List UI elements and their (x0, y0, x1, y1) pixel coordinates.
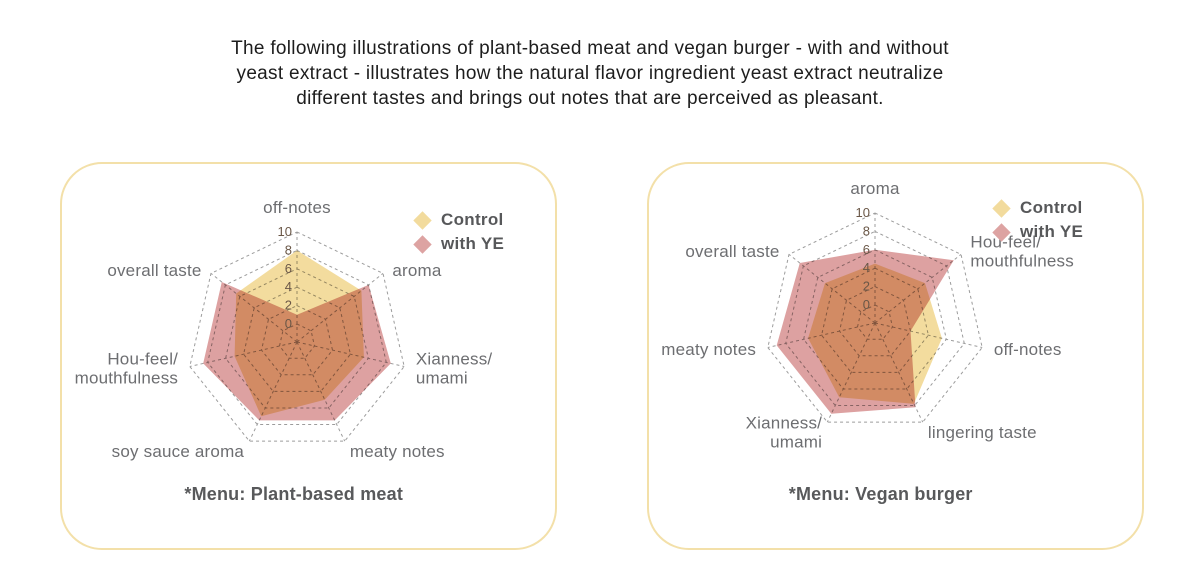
svg-text:0: 0 (863, 297, 870, 312)
radar-chart-plant-based-meat: 0 2 4 6 8 10 off-notes aroma Xianness/umami meaty… (75, 198, 493, 461)
svg-text:meaty notes: meaty notes (350, 442, 445, 461)
svg-text:0: 0 (285, 316, 292, 331)
control-diamond-icon (992, 198, 1011, 218)
svg-text:8: 8 (285, 242, 292, 257)
chart-title-vegan-burger: *Menu: Vegan burger (788, 484, 973, 504)
chart-title-plant-based-meat: *Menu: Plant-based meat (184, 484, 404, 504)
svg-text:overall taste: overall taste (685, 242, 779, 261)
svg-text:meaty notes: meaty notes (661, 340, 756, 359)
svg-text:umami: umami (416, 369, 468, 388)
legend-item-with-ye: with YE (991, 220, 1083, 244)
svg-text:2: 2 (285, 298, 292, 313)
svg-text:lingering taste: lingering taste (928, 423, 1037, 442)
svg-text:10: 10 (278, 224, 292, 239)
control-diamond-icon (413, 210, 432, 230)
legend-item-control: Control (412, 208, 504, 232)
svg-text:aroma: aroma (392, 261, 442, 280)
svg-text:overall taste: overall taste (107, 261, 201, 280)
svg-text:2: 2 (863, 279, 870, 294)
legend-label-control: Control (441, 210, 504, 229)
legend-label-with-ye: with YE (441, 234, 505, 253)
header-line-2: yeast extract - illustrates how the natu… (236, 63, 944, 84)
legend-item-with-ye: with YE (412, 232, 504, 256)
svg-text:off-notes: off-notes (994, 340, 1062, 359)
radar-chart-vegan-burger: 0 2 4 6 8 10 aroma Hou-feel/mouthfulness off-not… (661, 179, 1074, 451)
with-ye-diamond-icon (992, 222, 1011, 242)
svg-text:8: 8 (863, 223, 870, 238)
header-line-1: The following illustrations of plant-bas… (231, 38, 949, 59)
with-ye-diamond-icon (413, 234, 432, 254)
svg-text:10: 10 (856, 205, 870, 220)
legend-label-with-ye: with YE (1020, 222, 1084, 241)
svg-text:Hou-feel/: Hou-feel/ (107, 350, 178, 369)
svg-text:Xianness/: Xianness/ (746, 413, 823, 432)
svg-text:aroma: aroma (850, 179, 900, 198)
svg-text:Xianness/: Xianness/ (416, 350, 493, 369)
svg-text:6: 6 (285, 261, 292, 276)
legend: Control with YE (991, 196, 1083, 244)
svg-text:4: 4 (863, 260, 870, 275)
svg-text:soy sauce aroma: soy sauce aroma (112, 442, 245, 461)
svg-text:mouthfulness: mouthfulness (970, 251, 1074, 270)
panel-plant-based-meat: 0 2 4 6 8 10 off-notes aroma Xianness/umami meaty… (60, 162, 557, 550)
svg-text:6: 6 (863, 242, 870, 257)
legend: Control with YE (412, 208, 504, 256)
svg-text:umami: umami (770, 432, 822, 451)
svg-text:Hou-feel/: Hou-feel/ (970, 232, 1041, 251)
legend-label-control: Control (1020, 198, 1083, 217)
svg-text:off-notes: off-notes (263, 198, 331, 217)
legend-item-control: Control (991, 196, 1083, 220)
svg-text:4: 4 (285, 279, 292, 294)
header-line-3: different tastes and brings out notes th… (296, 88, 884, 109)
panel-vegan-burger: 0 2 4 6 8 10 aroma Hou-feel/mouthfulness off-not… (647, 162, 1144, 550)
svg-text:mouthfulness: mouthfulness (75, 369, 179, 388)
header-text: The following illustrations of plant-bas… (0, 36, 1180, 111)
